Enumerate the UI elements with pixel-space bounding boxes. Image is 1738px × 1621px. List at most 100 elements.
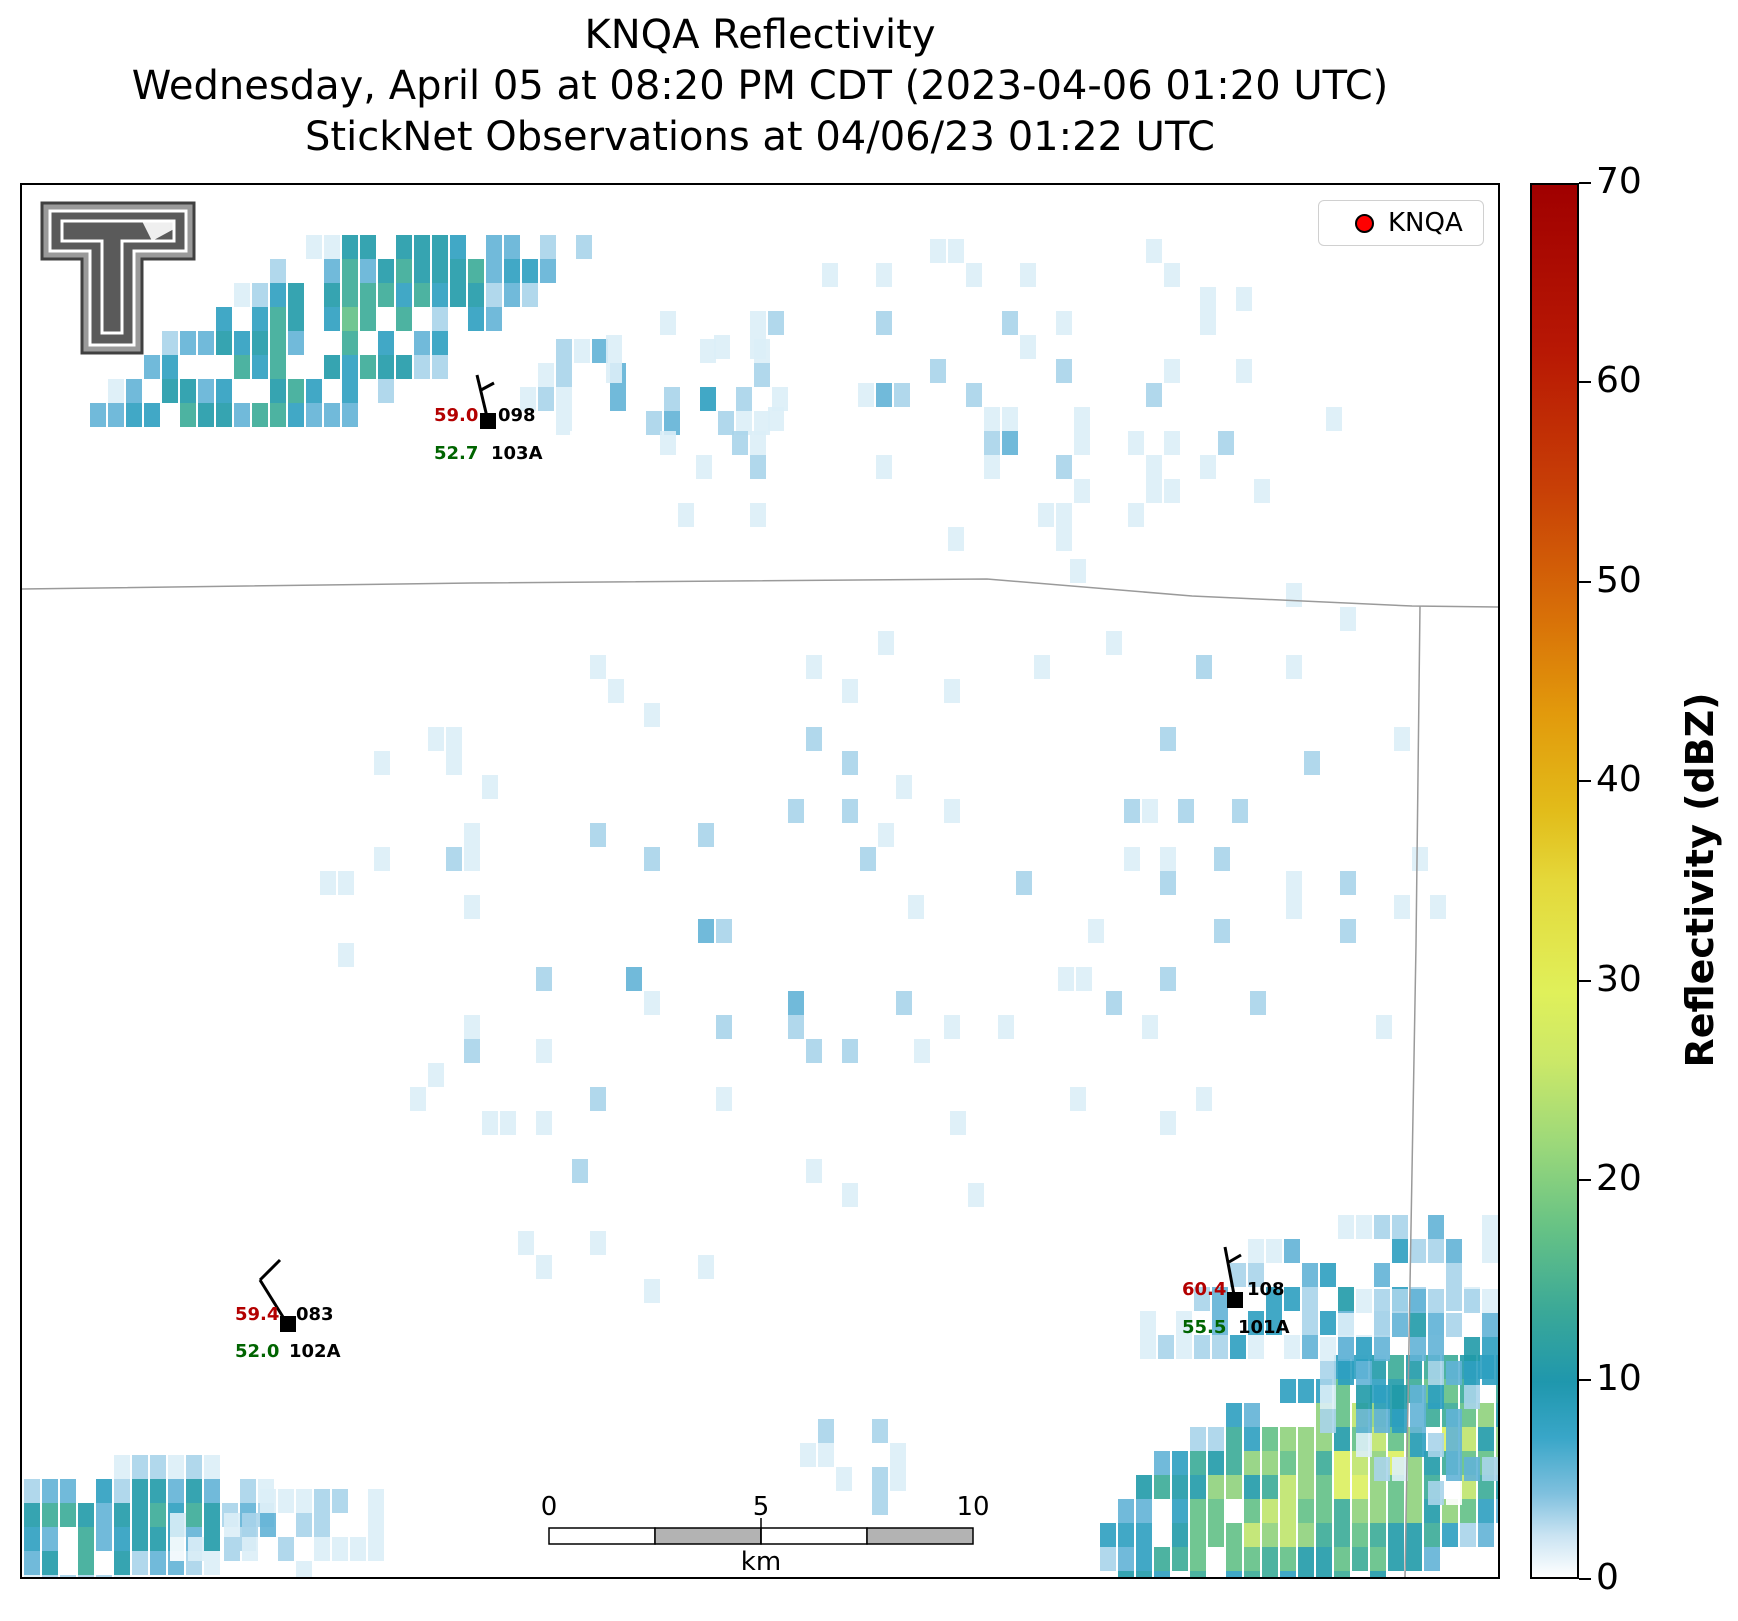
reflectivity-cell [1254,479,1270,503]
reflectivity-cell [1056,527,1072,551]
reflectivity-cell [216,307,232,331]
reflectivity-cell [1190,1571,1206,1577]
reflectivity-cell [240,1479,256,1503]
reflectivity-cell [132,1455,148,1479]
colorbar-tick-mark [1579,1179,1591,1182]
reflectivity-cell [1460,1427,1476,1451]
reflectivity-cell [1172,1475,1188,1499]
reflectivity-cell [350,1537,366,1561]
reflectivity-cell [1164,479,1180,503]
reflectivity-cell [800,1443,816,1467]
reflectivity-cell [1214,847,1230,871]
reflectivity-cell [306,235,322,259]
reflectivity-cell [930,239,946,263]
reflectivity-cell [1316,1451,1332,1475]
title-line-3: StickNet Observations at 04/06/23 01:22 … [305,114,1215,160]
reflectivity-cell [500,1111,516,1135]
reflectivity-cell [556,363,572,387]
reflectivity-cell [876,263,892,287]
reflectivity-cell [716,1015,732,1039]
reflectivity-cell [410,1159,426,1183]
reflectivity-cell [252,355,268,379]
reflectivity-cell [768,311,784,335]
reflectivity-cell [78,1575,94,1577]
reflectivity-cell [1298,1571,1314,1577]
reflectivity-cell [1268,559,1284,583]
reflectivity-cell [278,1489,294,1513]
station-101A-id: 101A [1238,1317,1290,1338]
reflectivity-cell [132,1479,148,1503]
radar-map[interactable]: 0 5 10 km 59.0 098 52.7 103A 59.4 083 52… [20,183,1500,1579]
scale-label-0: 0 [541,1492,558,1522]
reflectivity-cell [1392,1215,1408,1239]
reflectivity-cell [132,1527,148,1551]
reflectivity-cell [1244,1571,1260,1577]
reflectivity-cell [1250,991,1266,1015]
reflectivity-cell [894,383,910,407]
reflectivity-cell [1226,1451,1242,1475]
reflectivity-cell [1406,1475,1422,1499]
reflectivity-cell [468,283,484,307]
station-103A-glyph [475,374,496,429]
reflectivity-cell [572,1279,588,1303]
reflectivity-cell [1194,1287,1210,1311]
reflectivity-cell [1146,239,1162,263]
reflectivity-cell [1218,431,1234,455]
reflectivity-cell [804,527,820,551]
reflectivity-cell [1136,1499,1152,1523]
reflectivity-cell [1164,431,1180,455]
reflectivity-cell [1482,1239,1498,1263]
reflectivity-cell [1392,1289,1408,1313]
reflectivity-cell [556,387,572,411]
reflectivity-cell [1176,1287,1192,1311]
reflectivity-cell [1374,1457,1390,1481]
reflectivity-cell [296,1513,312,1537]
reflectivity-cell [1160,871,1176,895]
reflectivity-cell [1124,799,1140,823]
reflectivity-cell [198,331,214,355]
reflectivity-cell [540,259,556,283]
reflectivity-cell [486,235,502,259]
reflectivity-cell [518,1231,534,1255]
station-101A-glyph [1223,1246,1243,1308]
reflectivity-cell [1352,1475,1368,1499]
reflectivity-cell [1446,1457,1462,1481]
reflectivity-cell [204,1455,220,1479]
reflectivity-cell [1212,1311,1228,1335]
reflectivity-cell [186,1503,202,1527]
colorbar-tick-mark [1579,580,1591,583]
reflectivity-cell [428,1063,444,1087]
reflectivity-cell [1380,359,1396,383]
reflectivity-cell [108,379,124,403]
reflectivity-cell [342,379,358,403]
reflectivity-cell [1338,1287,1354,1311]
colorbar-tick-label: 20 [1596,1158,1642,1200]
reflectivity-cell [1250,1039,1266,1063]
reflectivity-cell [360,283,376,307]
reflectivity-cell [1218,287,1234,311]
reflectivity-cell [1482,1337,1498,1361]
reflectivity-cell [320,871,336,895]
reflectivity-cell [60,1575,76,1577]
reflectivity-cell [1406,1523,1422,1547]
reflectivity-cell [1262,1571,1278,1577]
reflectivity-cell [1356,1215,1372,1239]
reflectivity-cell [768,407,784,431]
reflectivity-cell [1280,1547,1296,1571]
reflectivity-cell [1118,1499,1134,1523]
reflectivity-cell [374,847,390,871]
reflectivity-cell [1208,1451,1224,1475]
reflectivity-cell [968,1183,984,1207]
map-legend: KNQA [1318,200,1484,246]
colorbar-tick-label: 40 [1596,759,1642,801]
reflectivity-cell [78,1551,94,1575]
reflectivity-cell [1334,1499,1350,1523]
reflectivity-cell [538,387,554,411]
reflectivity-cell [288,307,304,331]
reflectivity-cell [1374,1385,1390,1409]
reflectivity-cell [216,379,232,403]
reflectivity-cell [1464,1385,1480,1409]
reflectivity-cell [464,1039,480,1063]
reflectivity-cell [1230,1335,1246,1359]
reflectivity-cell [1320,1311,1336,1335]
